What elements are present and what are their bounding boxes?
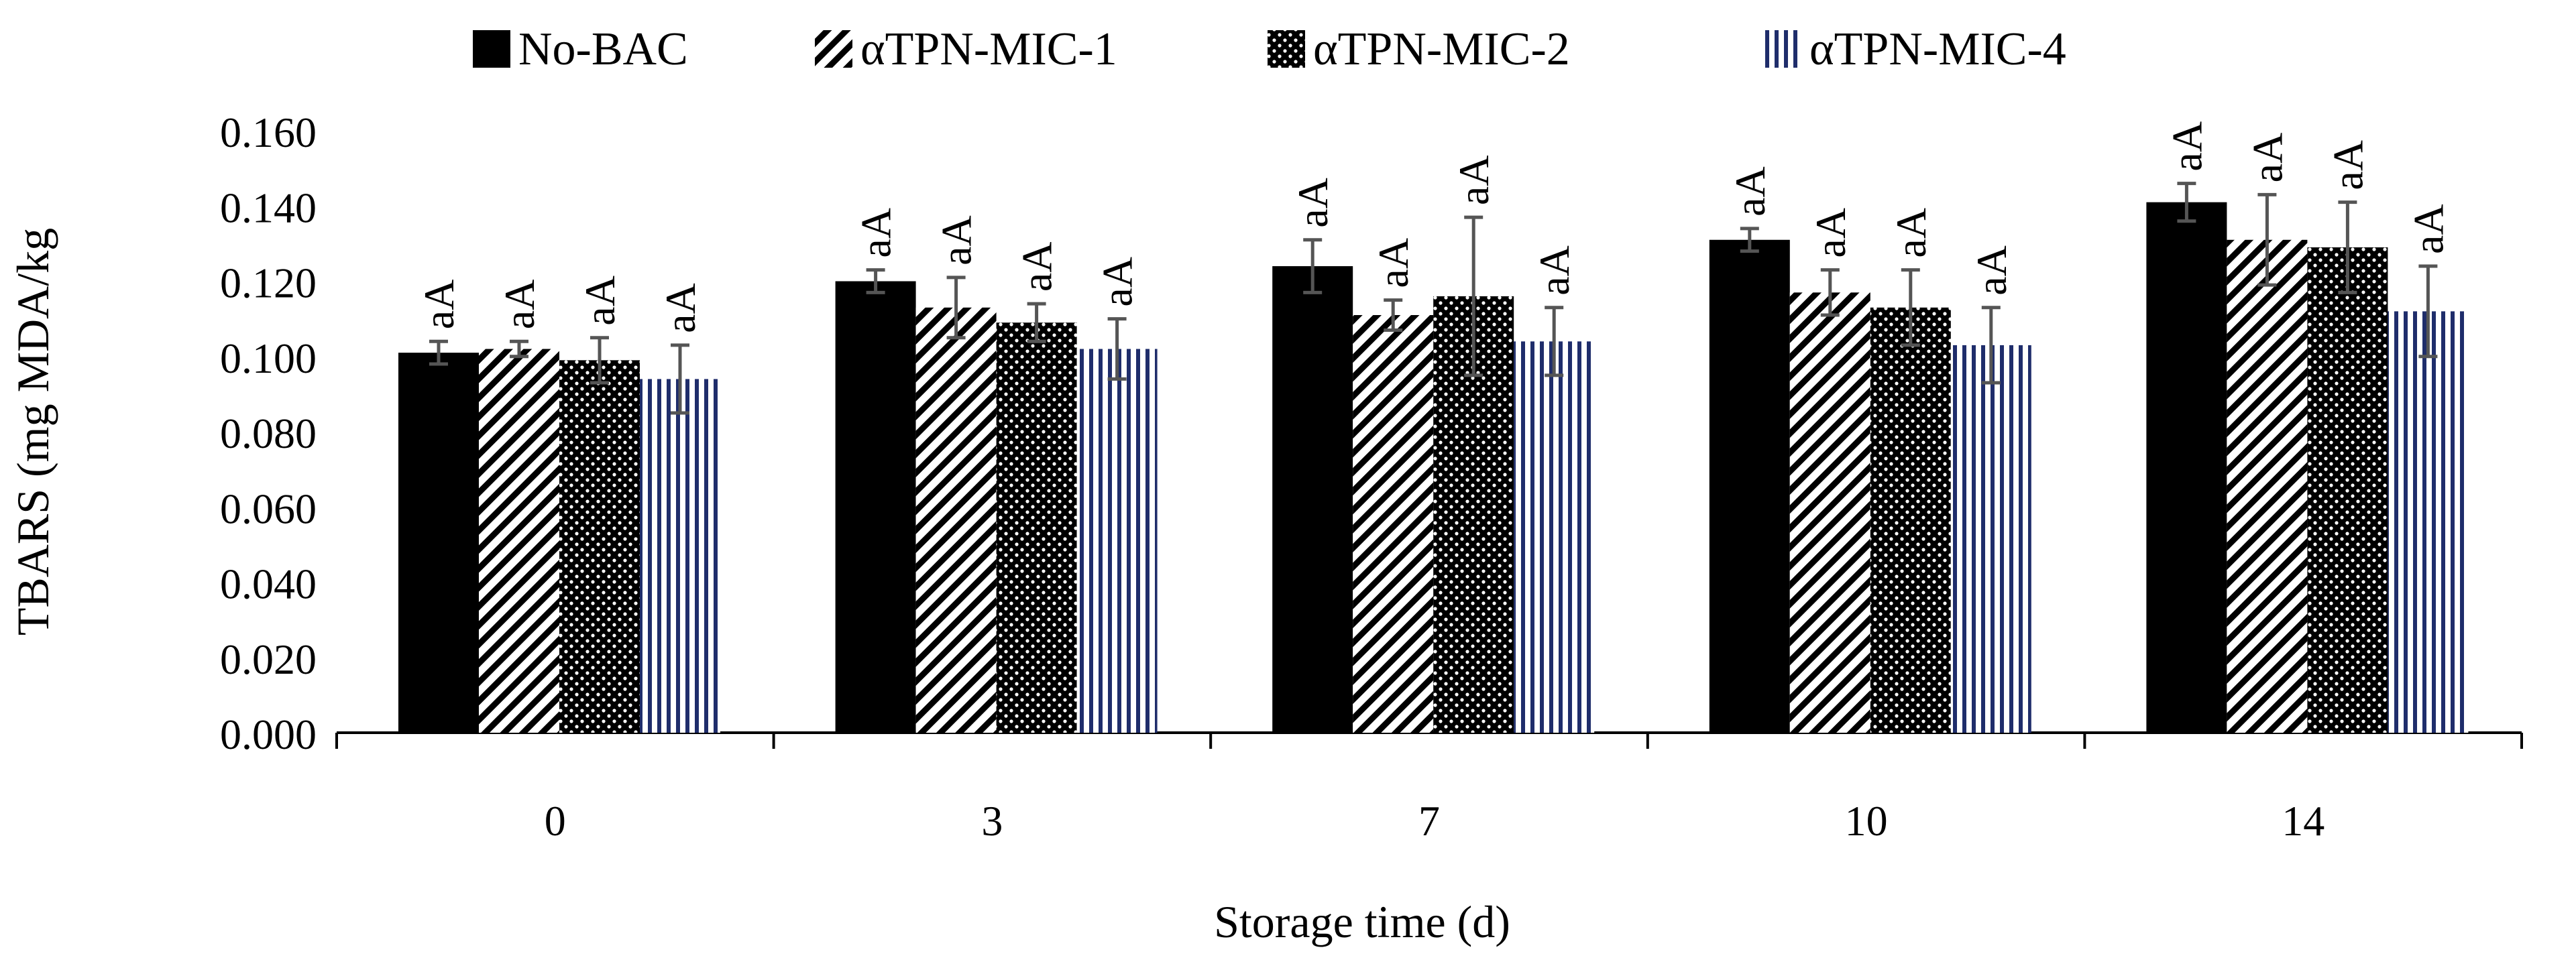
- significance-label: aA: [2163, 121, 2210, 172]
- bar-no-bac-day-0: [398, 353, 479, 733]
- error-bar: [2338, 200, 2357, 294]
- significance-label: aA: [1369, 238, 1417, 288]
- error-bar: [1820, 268, 1840, 317]
- legend-item-no-bac: No-BAC: [473, 23, 688, 75]
- error-bar: [2177, 182, 2196, 223]
- bar-tpn-mic-4-day-7: [1514, 341, 1595, 733]
- error-bar: [1384, 298, 1403, 332]
- x-tick-label: 10: [1845, 797, 1888, 845]
- error-bar: [1901, 268, 1920, 347]
- bar-no-bac-day-3: [835, 281, 916, 733]
- y-tick-label: 0.140: [220, 184, 317, 231]
- error-bar: [1107, 317, 1127, 381]
- bar-no-bac-day-14: [2146, 202, 2227, 733]
- x-tick-label: 0: [545, 797, 566, 845]
- x-tick-label: 3: [981, 797, 1003, 845]
- y-tick-label: 0.060: [220, 485, 317, 532]
- legend-item-tpn-mic-2: αTPN-MIC-2: [1268, 23, 1570, 75]
- bar-tpn-mic-4-day-10: [1950, 345, 2031, 733]
- error-bar: [1464, 215, 1483, 377]
- bar-tpn-mic-1-day-10: [1789, 292, 1870, 733]
- y-tick-label: 0.120: [220, 259, 317, 307]
- significance-label: aA: [1530, 245, 1578, 296]
- significance-label: aA: [1289, 178, 1337, 228]
- bar-no-bac-day-10: [1709, 239, 1790, 733]
- bar-tpn-mic-1-day-0: [479, 349, 559, 733]
- y-axis-title: TBARS (mg MDA/kg: [7, 228, 58, 636]
- error-bar: [671, 343, 689, 415]
- bars: [398, 182, 2469, 733]
- significance-label: aA: [1450, 155, 1498, 205]
- significance-label: aA: [1726, 166, 1774, 217]
- y-tick-label: 0.040: [220, 560, 317, 608]
- significance-label: aA: [415, 280, 463, 330]
- significance-label: aA: [576, 276, 624, 326]
- error-bar: [590, 336, 609, 385]
- x-tick-label: 7: [1418, 797, 1440, 845]
- error-bar: [2257, 192, 2277, 287]
- legend-item-tpn-mic-4: αTPN-MIC-4: [1764, 23, 2066, 75]
- significance-label: aA: [496, 280, 543, 330]
- significance-label: aA: [657, 283, 704, 333]
- error-bar: [946, 276, 966, 340]
- legend-label: αTPN-MIC-4: [1809, 23, 2066, 75]
- bar-tpn-mic-1-day-3: [915, 307, 997, 733]
- y-tick-label: 0.100: [220, 335, 317, 382]
- bar-tpn-mic-4-day-0: [640, 379, 720, 733]
- significance-label: aA: [1094, 257, 1141, 307]
- y-tick-label: 0.080: [220, 410, 317, 457]
- error-bar: [1303, 238, 1323, 294]
- significance-label: aA: [2404, 204, 2452, 254]
- legend-label: No-BAC: [518, 23, 688, 75]
- bar-tpn-mic-4-day-3: [1076, 349, 1158, 733]
- error-bar: [1027, 302, 1046, 343]
- significance-label: aA: [2324, 140, 2371, 190]
- bar-tpn-mic-2-day-14: [2307, 247, 2388, 733]
- error-bar: [1981, 306, 2001, 385]
- legend-item-tpn-mic-1: αTPN-MIC-1: [815, 23, 1117, 75]
- x-axis-title: Storage time (d): [1214, 896, 1510, 947]
- legend-label: αTPN-MIC-2: [1313, 23, 1570, 75]
- significance-label: aA: [2243, 133, 2291, 183]
- significance-label: aA: [933, 215, 981, 265]
- significance-label: aA: [1013, 242, 1061, 292]
- legend-swatch: [815, 30, 852, 68]
- legend-swatch: [473, 30, 510, 68]
- y-tick-label: 0.020: [220, 636, 317, 683]
- axes: 0.000 0.020 0.040 0.060 0.080 0.100 0.120 0.140…: [220, 109, 2523, 845]
- error-bar: [429, 339, 448, 366]
- significance-label: aA: [1968, 245, 2015, 296]
- significance-label: aA: [852, 208, 900, 258]
- legend-swatch: [1764, 30, 1801, 68]
- legend: No-BAC αTPN-MIC-1 αTPN-MIC-2 αTPN-MIC-4: [473, 23, 2066, 75]
- axis-labels: aA aA aA aA aA aA aA aA aA aA aA aA aA aA aA aA aA aA aA aA…: [7, 121, 2452, 947]
- bar-tpn-mic-1-day-14: [2227, 239, 2308, 733]
- error-bar: [2418, 264, 2438, 359]
- bar-tpn-mic-2-day-10: [1870, 307, 1951, 733]
- bar-tpn-mic-4-day-14: [2388, 311, 2469, 733]
- legend-swatch: [1268, 30, 1305, 68]
- x-tick-label: 14: [2282, 797, 2325, 845]
- y-tick-label: 0.000: [220, 711, 317, 758]
- bar-tpn-mic-2-day-3: [996, 322, 1077, 733]
- legend-label: αTPN-MIC-1: [860, 23, 1117, 75]
- bar-tpn-mic-2-day-0: [559, 360, 640, 733]
- error-bar: [510, 339, 528, 359]
- error-bar: [866, 268, 885, 294]
- bar-tpn-mic-1-day-7: [1353, 315, 1434, 733]
- y-tick-label: 0.160: [220, 109, 317, 156]
- error-bar: [1545, 306, 1564, 377]
- significance-label: aA: [1807, 208, 1854, 258]
- significance-label: aA: [1887, 208, 1935, 258]
- bar-no-bac-day-7: [1272, 266, 1353, 733]
- error-bar: [1740, 227, 1759, 253]
